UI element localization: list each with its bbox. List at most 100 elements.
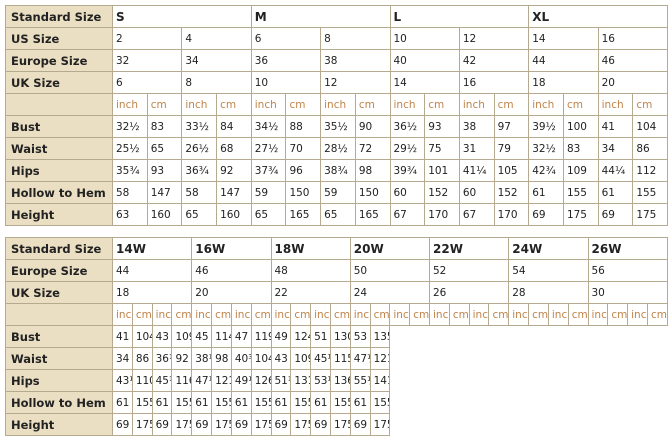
measure-value-cm: 96 — [285, 159, 322, 182]
size-value: 14 — [389, 71, 460, 94]
measure-value-inch: 58 — [181, 181, 218, 204]
size-header-row: Standard Size S M L XL — [5, 5, 668, 28]
measure-value-inch: 41 — [112, 325, 133, 348]
row-label-waist: Waist — [5, 137, 113, 160]
measure-value-cm: 175 — [131, 413, 153, 436]
measure-value-inch: 53 — [349, 325, 371, 348]
row-europe-size: Europe Size 44 46 48 50 52 54 56 — [5, 259, 668, 282]
unit-cm: cm — [290, 303, 312, 326]
measure-value-inch: 51½ — [270, 369, 292, 392]
unit-cm: cm — [607, 303, 629, 326]
measure-value-inch: 67 — [389, 203, 426, 226]
measure-value-inch: 43 — [151, 325, 173, 348]
measure-value-cm: 170 — [424, 203, 460, 226]
measure-value-cm: 121 — [211, 369, 232, 392]
size-18w: 18W — [270, 237, 351, 260]
unit-inch: inch — [230, 303, 252, 326]
measure-value-cm: 155 — [329, 391, 351, 414]
standard-size-chart: Standard Size S M L XL US Size 2 4 6 8 10 12 14 16 Eur… — [5, 5, 669, 226]
measure-value-inch: 41 — [597, 115, 634, 138]
size-s: S — [112, 5, 252, 28]
measure-value-cm: 93 — [146, 159, 183, 182]
unit-cm: cm — [131, 303, 153, 326]
size-value: 38 — [320, 49, 391, 72]
unit-cm: cm — [250, 303, 272, 326]
measure-value-inch: 38¾ — [320, 159, 356, 182]
measure-value-cm: 114 — [211, 325, 232, 348]
measure-value-inch: 28½ — [320, 137, 356, 160]
measure-value-inch: 40¾ — [230, 347, 252, 370]
measure-value-inch: 32½ — [528, 137, 564, 160]
size-20w: 20W — [349, 237, 431, 260]
measure-value-cm: 109 — [562, 159, 599, 182]
row-label-empty — [5, 303, 113, 326]
size-value: 36 — [250, 49, 322, 72]
measure-value-cm: 175 — [562, 203, 599, 226]
measure-value-inch: 36¼ — [151, 347, 173, 370]
row-waist: Waist348636¼9238½9840¾1044310945¼11547½1… — [5, 347, 668, 370]
measure-value-inch: 49½ — [230, 369, 252, 392]
measure-value-inch: 37¾ — [250, 159, 287, 182]
measure-value-cm: 104 — [632, 115, 668, 138]
unit-cm: cm — [488, 303, 510, 326]
row-label-waist: Waist — [5, 347, 113, 370]
measure-value-cm: 152 — [424, 181, 460, 204]
unit-cm: cm — [646, 303, 669, 326]
measure-value-cm: 92 — [171, 347, 193, 370]
measure-value-inch: 43½ — [112, 369, 133, 392]
measure-value-cm: 165 — [354, 203, 391, 226]
measure-value-inch: 55½ — [349, 369, 371, 392]
measure-value-inch: 69 — [151, 413, 173, 436]
unit-cm: cm — [409, 303, 430, 326]
measure-value-cm: 150 — [285, 181, 322, 204]
size-value: 54 — [508, 259, 589, 282]
measure-value-cm: 101 — [424, 159, 460, 182]
plus-size-chart: Standard Size 14W 16W 18W 20W 22W 24W 26W Europe… — [5, 237, 669, 436]
unit-inch: inch — [349, 303, 371, 326]
measure-value-inch: 61 — [597, 181, 634, 204]
size-value: 32 — [111, 49, 183, 72]
measure-value-cm: 155 — [369, 391, 391, 414]
size-xl: XL — [528, 5, 668, 28]
size-value: 20 — [597, 71, 669, 94]
measure-value-cm: 83 — [562, 137, 599, 160]
size-value: 14 — [528, 27, 599, 50]
unit-inch: inch — [429, 303, 450, 326]
row-label-hollow-to-hem: Hollow to Hem — [5, 391, 113, 414]
measure-value-cm: 83 — [146, 115, 183, 138]
measure-value-cm: 175 — [369, 413, 391, 436]
measure-value-inch: 61 — [528, 181, 564, 204]
measure-value-inch: 34½ — [250, 115, 287, 138]
row-label-standard-size: Standard Size — [5, 237, 113, 260]
unit-inch: inch — [112, 303, 133, 326]
row-uk-size: UK Size 18 20 22 24 26 28 30 — [5, 281, 668, 304]
measure-value-cm: 104 — [131, 325, 153, 348]
unit-inch: inch — [389, 303, 411, 326]
measure-value-cm: 124 — [290, 325, 312, 348]
unit-cm: cm — [216, 93, 252, 116]
measure-value-inch: 47½ — [191, 369, 213, 392]
measure-value-cm: 131 — [290, 369, 312, 392]
unit-cm: cm — [329, 303, 351, 326]
unit-cm: cm — [424, 93, 460, 116]
measure-value-inch: 41¼ — [458, 159, 495, 182]
row-label-europe-size: Europe Size — [5, 259, 113, 282]
row-label-europe-size: Europe Size — [5, 49, 113, 72]
measure-value-inch: 31 — [458, 137, 495, 160]
measure-value-cm: 175 — [329, 413, 351, 436]
row-height: Height6917569175691756917569175691756917… — [5, 413, 668, 436]
row-label-bust: Bust — [5, 115, 113, 138]
measure-value-inch: 35¾ — [112, 159, 148, 182]
measure-value-cm: 121 — [369, 347, 391, 370]
unit-inch: inch — [547, 303, 569, 326]
measure-value-cm: 97 — [493, 115, 530, 138]
measure-value-cm: 160 — [146, 203, 183, 226]
row-label-standard-size: Standard Size — [5, 5, 113, 28]
measure-value-cm: 116 — [171, 369, 193, 392]
size-value: 20 — [191, 281, 272, 304]
unit-cm: cm — [528, 303, 549, 326]
unit-cm: cm — [285, 93, 322, 116]
size-value: 28 — [508, 281, 589, 304]
size-value: 10 — [250, 71, 322, 94]
measure-value-inch: 69 — [349, 413, 371, 436]
